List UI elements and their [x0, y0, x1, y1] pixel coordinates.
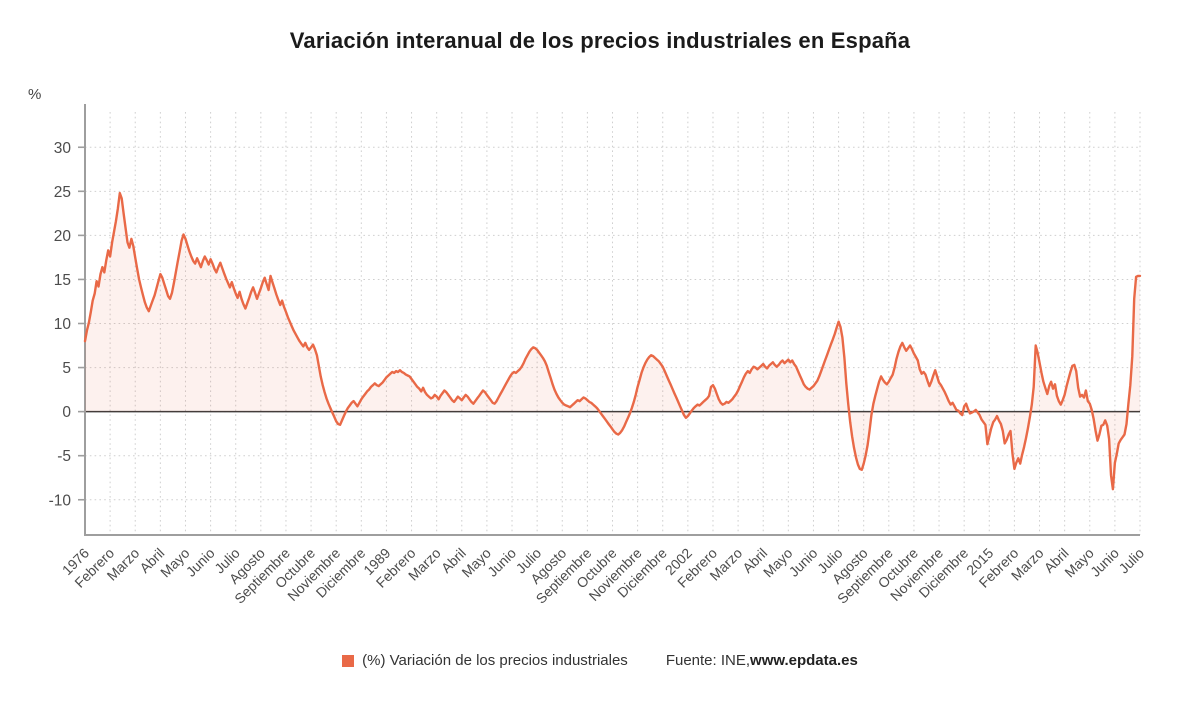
y-tick-label: -5	[57, 448, 71, 465]
legend-row: (%) Variación de los precios industriale…	[0, 652, 1200, 669]
area-fill	[85, 193, 1140, 490]
x-tick-label: Junio	[786, 545, 821, 580]
x-tick-label: Junio	[183, 545, 218, 580]
legend-label: (%) Variación de los precios industriale…	[362, 652, 628, 669]
legend-item[interactable]: (%) Variación de los precios industriale…	[342, 652, 628, 669]
series-line	[83, 191, 1142, 491]
x-tick-label: Julio	[1115, 545, 1147, 577]
y-tick-label: 30	[54, 140, 72, 157]
y-tick-label: 10	[54, 316, 72, 333]
y-tick-label: 5	[62, 360, 71, 377]
y-tick-label: 15	[54, 272, 71, 289]
y-tick-label: 20	[54, 228, 72, 245]
source-link[interactable]: www.epdata.es	[750, 652, 858, 669]
y-tick-label: 0	[62, 404, 71, 421]
chart-title: Variación interanual de los precios indu…	[289, 28, 911, 53]
y-tick-label: -10	[49, 492, 72, 509]
source-text: Fuente: INE,	[665, 652, 751, 669]
y-axis-unit-label: %	[28, 86, 42, 103]
x-tick-label: Junio	[484, 545, 519, 580]
x-tick-label: Junio	[1087, 545, 1122, 580]
legend-marker	[342, 654, 355, 667]
y-tick-label: 25	[54, 184, 71, 201]
